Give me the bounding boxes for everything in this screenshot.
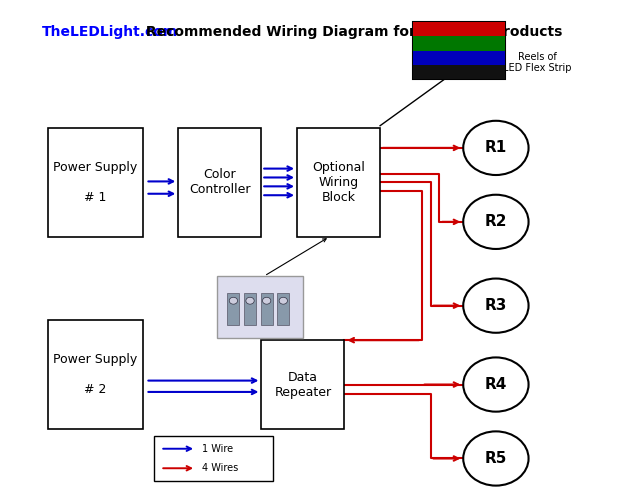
FancyBboxPatch shape <box>413 22 505 36</box>
Text: R3: R3 <box>485 298 507 313</box>
Circle shape <box>229 297 237 304</box>
Circle shape <box>463 431 528 486</box>
Text: Power Supply

# 2: Power Supply # 2 <box>53 353 137 396</box>
Text: Power Supply

# 1: Power Supply # 1 <box>53 161 137 204</box>
FancyBboxPatch shape <box>413 65 505 79</box>
Circle shape <box>463 357 528 412</box>
Text: R5: R5 <box>485 451 507 466</box>
Text: Data
Repeater: Data Repeater <box>274 371 332 398</box>
FancyBboxPatch shape <box>228 293 239 325</box>
FancyBboxPatch shape <box>413 36 505 51</box>
FancyBboxPatch shape <box>217 276 303 338</box>
Circle shape <box>246 297 254 304</box>
Text: TheLEDLight.com: TheLEDLight.com <box>41 25 178 38</box>
FancyBboxPatch shape <box>297 128 380 237</box>
Text: 4 Wires: 4 Wires <box>202 463 238 473</box>
FancyBboxPatch shape <box>262 340 345 429</box>
FancyBboxPatch shape <box>413 50 505 65</box>
Circle shape <box>463 195 528 249</box>
FancyBboxPatch shape <box>413 22 505 79</box>
Text: Optional
Wiring
Block: Optional Wiring Block <box>312 161 365 204</box>
FancyBboxPatch shape <box>178 128 262 237</box>
Circle shape <box>262 297 271 304</box>
Circle shape <box>463 279 528 333</box>
FancyBboxPatch shape <box>47 320 142 429</box>
FancyBboxPatch shape <box>154 436 273 481</box>
Text: 1 Wire: 1 Wire <box>202 444 233 454</box>
Circle shape <box>463 121 528 175</box>
FancyBboxPatch shape <box>47 128 142 237</box>
FancyBboxPatch shape <box>261 293 272 325</box>
Text: Reels of
LED Flex Strip: Reels of LED Flex Strip <box>503 52 572 73</box>
Text: Recommended Wiring Diagram for RGB LED products: Recommended Wiring Diagram for RGB LED p… <box>141 25 562 38</box>
Text: R2: R2 <box>485 214 507 229</box>
Text: Color
Controller: Color Controller <box>189 169 251 196</box>
Text: R4: R4 <box>485 377 507 392</box>
FancyBboxPatch shape <box>278 293 289 325</box>
FancyBboxPatch shape <box>244 293 256 325</box>
Circle shape <box>279 297 288 304</box>
Text: R1: R1 <box>485 141 507 155</box>
